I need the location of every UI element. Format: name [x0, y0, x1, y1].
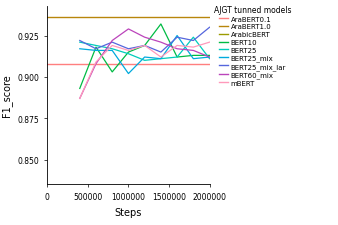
X-axis label: Steps: Steps	[115, 207, 142, 216]
Legend: AraBERT0.1, AraBERT1.0, ArabicBERT, BERT10, BERT25, BERT25_mix, BERT25_mix_lar, : AraBERT0.1, AraBERT1.0, ArabicBERT, BERT…	[211, 3, 294, 89]
Y-axis label: F1_score: F1_score	[1, 74, 12, 117]
